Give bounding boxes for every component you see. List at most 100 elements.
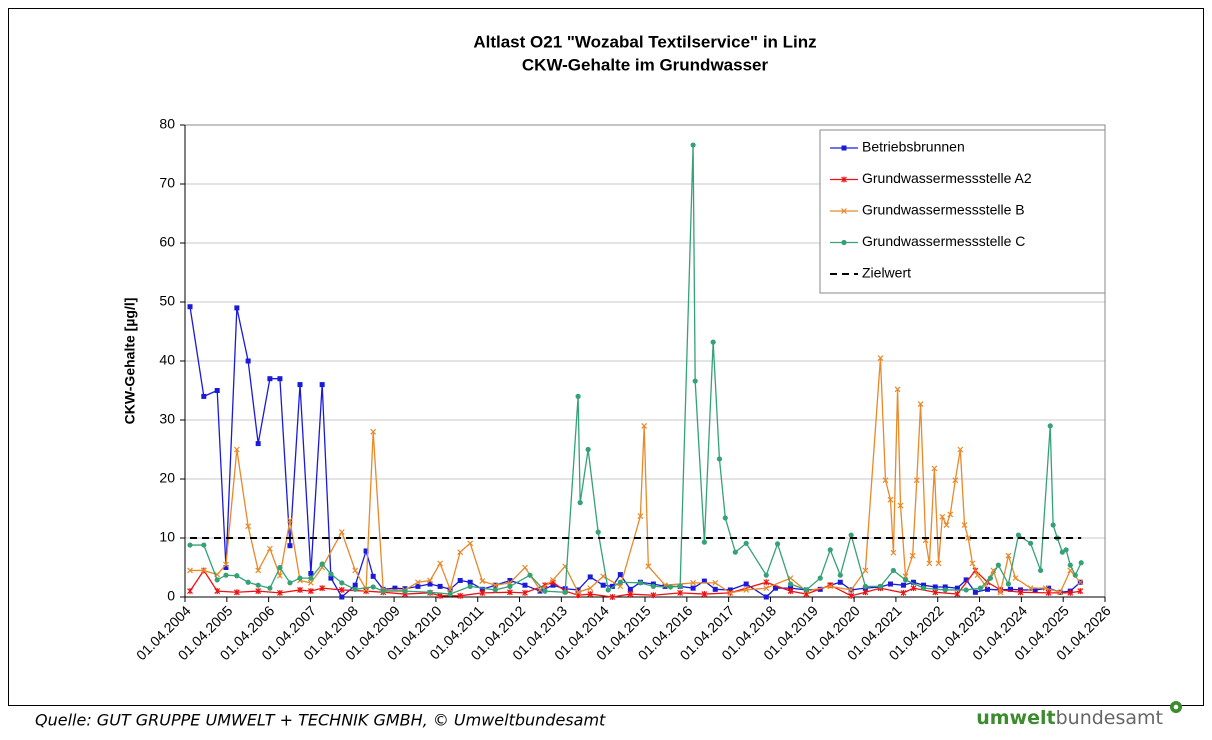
marker xyxy=(507,583,513,589)
marker xyxy=(902,577,909,583)
marker xyxy=(787,588,794,595)
marker xyxy=(952,477,959,484)
marker xyxy=(201,542,207,548)
marker xyxy=(427,589,433,595)
marker xyxy=(537,588,543,594)
marker xyxy=(277,376,283,382)
marker xyxy=(877,355,884,361)
marker xyxy=(600,582,606,588)
marker xyxy=(266,545,273,552)
marker xyxy=(287,517,293,524)
marker xyxy=(1059,549,1065,555)
marker xyxy=(245,523,252,530)
marker xyxy=(352,582,358,588)
marker xyxy=(887,496,894,503)
marker xyxy=(727,589,734,596)
marker xyxy=(837,579,843,585)
legend-marker xyxy=(841,208,847,214)
marker xyxy=(690,142,696,148)
marker xyxy=(917,401,924,407)
chart-subtitle: CKW-Gehalte im Grundwasser xyxy=(522,55,769,74)
marker xyxy=(287,580,293,586)
marker xyxy=(214,588,221,595)
marker xyxy=(223,561,229,568)
marker xyxy=(339,580,345,586)
marker xyxy=(943,522,950,528)
marker xyxy=(267,376,273,382)
marker xyxy=(245,579,251,585)
marker xyxy=(1007,586,1013,592)
marker xyxy=(732,549,738,555)
marker xyxy=(942,584,948,590)
marker xyxy=(926,560,933,567)
marker xyxy=(223,565,229,570)
marker xyxy=(743,581,749,587)
marker xyxy=(848,586,855,593)
marker xyxy=(1012,575,1019,582)
marker xyxy=(939,513,946,520)
marker xyxy=(617,579,623,585)
marker xyxy=(319,382,325,388)
marker xyxy=(837,572,843,578)
y-tick-label: 50 xyxy=(159,293,175,309)
marker xyxy=(701,539,707,545)
marker xyxy=(380,588,386,594)
marker xyxy=(277,572,283,579)
marker xyxy=(522,589,528,596)
marker xyxy=(308,575,314,581)
marker xyxy=(587,591,594,598)
marker xyxy=(585,446,591,453)
marker xyxy=(716,456,723,462)
marker xyxy=(712,586,718,592)
legend-marker xyxy=(841,176,847,183)
marker xyxy=(997,589,1004,596)
marker xyxy=(467,540,474,547)
y-tick-label: 0 xyxy=(167,588,175,604)
marker xyxy=(427,577,433,584)
marker xyxy=(522,582,528,588)
marker xyxy=(447,586,454,593)
marker xyxy=(627,586,633,592)
marker xyxy=(701,591,708,598)
marker xyxy=(255,588,262,595)
marker xyxy=(370,428,377,435)
marker xyxy=(245,358,251,364)
marker xyxy=(701,578,707,584)
marker xyxy=(932,589,939,596)
marker xyxy=(277,564,283,571)
marker xyxy=(1057,589,1064,596)
marker xyxy=(862,589,869,596)
marker xyxy=(507,589,513,596)
marker xyxy=(214,388,220,393)
marker xyxy=(954,585,960,591)
marker xyxy=(338,529,345,536)
marker xyxy=(887,581,893,587)
marker xyxy=(437,583,443,589)
marker xyxy=(1005,581,1012,587)
marker xyxy=(641,422,648,429)
marker xyxy=(743,586,750,593)
marker xyxy=(710,339,716,345)
logo-rest: bundesamt xyxy=(1056,707,1163,729)
marker xyxy=(763,585,770,592)
marker xyxy=(692,378,698,384)
marker xyxy=(297,382,303,388)
marker xyxy=(982,582,989,589)
y-tick-label: 20 xyxy=(159,470,175,486)
marker xyxy=(609,594,616,600)
marker xyxy=(877,583,884,589)
marker xyxy=(890,549,897,556)
marker xyxy=(415,579,421,586)
marker xyxy=(763,579,770,586)
marker xyxy=(467,583,473,589)
marker xyxy=(600,573,607,580)
marker xyxy=(562,589,568,595)
marker xyxy=(307,588,314,595)
marker xyxy=(774,541,781,547)
marker xyxy=(187,304,193,310)
marker xyxy=(1005,552,1012,559)
marker xyxy=(467,579,473,585)
y-axis-title: CKW-Gehalte [µg/l] xyxy=(122,298,138,425)
marker xyxy=(963,587,969,593)
